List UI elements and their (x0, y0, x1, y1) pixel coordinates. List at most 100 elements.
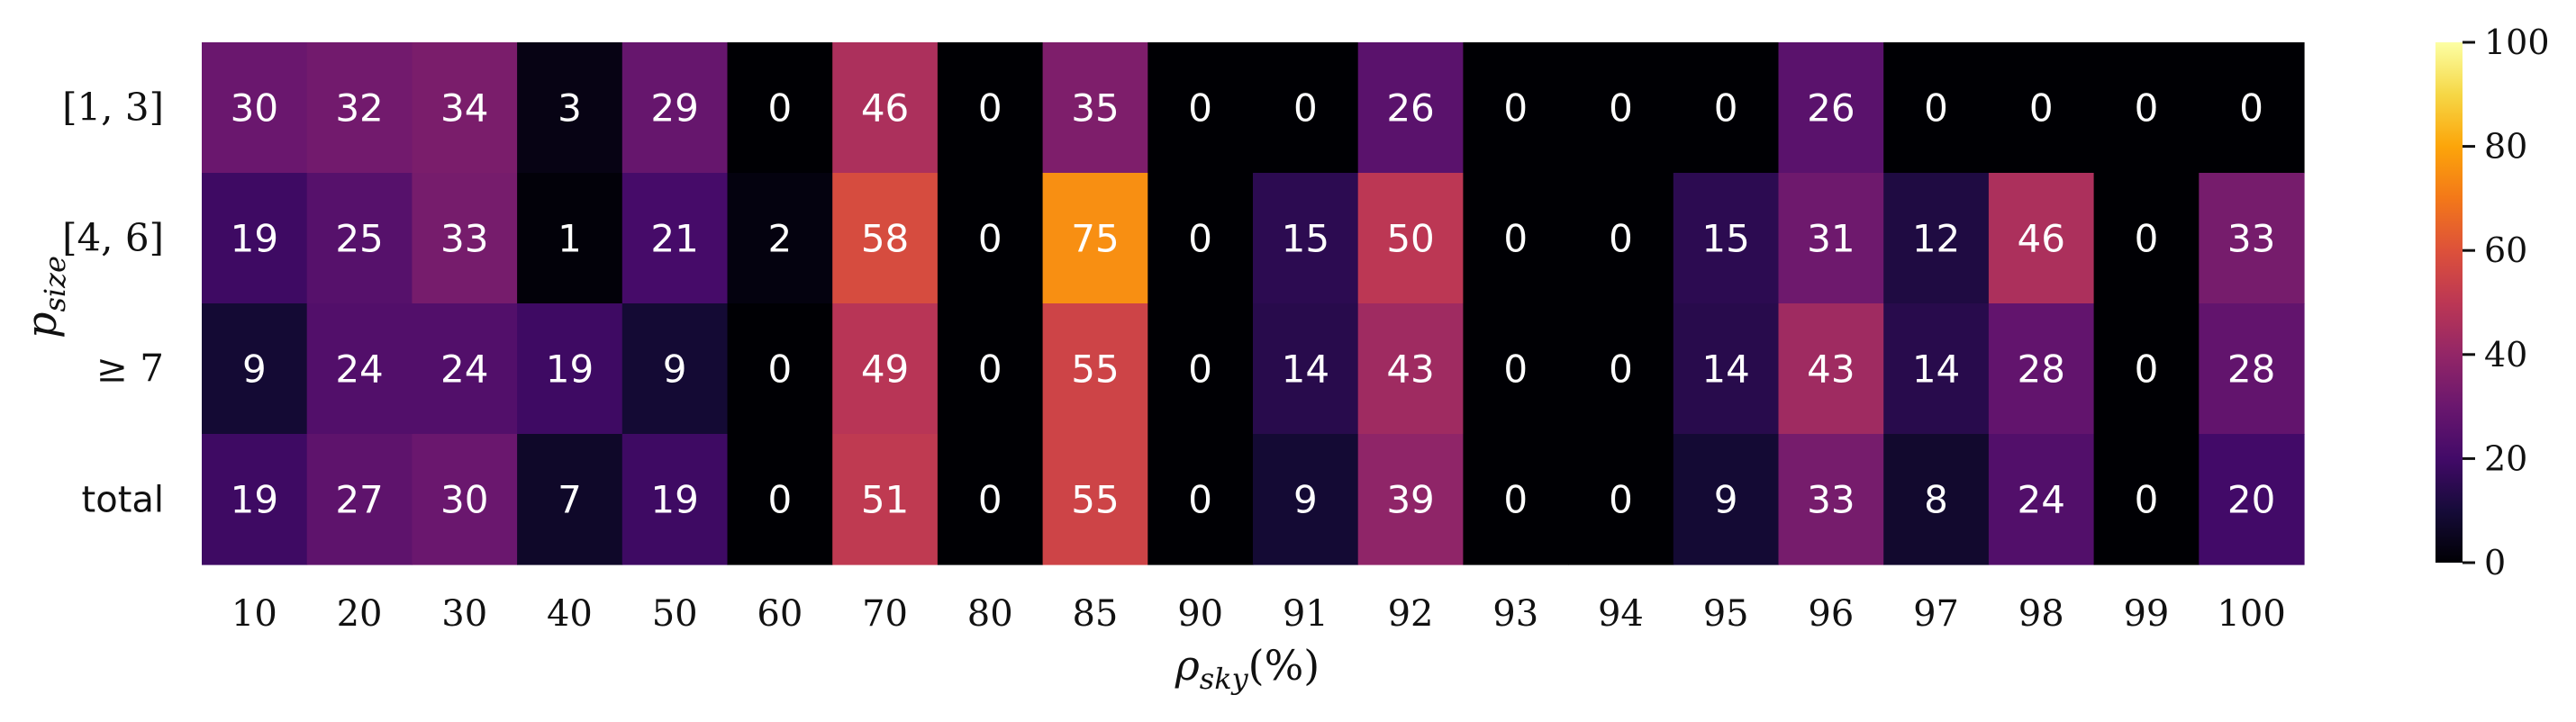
colorbar-ticks: 0 20 40 60 80 100 (2463, 23, 2550, 582)
heatmap-cell (1988, 303, 2095, 435)
x-tick-label: 96 (1808, 593, 1854, 635)
x-tick-label: 80 (967, 593, 1013, 635)
x-tick-label: 20 (337, 593, 383, 635)
heatmap-cell (727, 303, 833, 435)
cell-value-label: 20 (2227, 478, 2275, 522)
heatmap-cell-labels: 30 32 34 3 29 0 46 0 35 0 0 26 0 0 0 26 0 0 0 019 25 33 1 21 2 58… (231, 86, 2276, 522)
heatmap-cell (832, 42, 939, 174)
heatmap-cell (1988, 434, 2095, 565)
heatmap-cell (1042, 173, 1148, 304)
cell-value-label: 0 (767, 86, 792, 131)
colorbar-gradient (2435, 42, 2463, 563)
heatmap-cell (937, 434, 1044, 565)
cell-value-label: 50 (1386, 217, 1434, 261)
heatmap-cell (2199, 173, 2305, 304)
cell-value-label: 31 (1807, 217, 1855, 261)
colorbar-tick-label: 60 (2484, 230, 2527, 270)
heatmap-cell (306, 434, 413, 565)
cell-value-label: 24 (440, 347, 488, 392)
heatmap-cell (727, 434, 833, 565)
cell-value-label: 30 (440, 478, 488, 522)
heatmap-cell (1883, 434, 1990, 565)
x-tick-label: 100 (2217, 593, 2285, 635)
cell-value-label: 0 (1609, 347, 1633, 392)
cell-value-label: 25 (335, 217, 383, 261)
cell-value-label: 14 (1282, 347, 1329, 392)
heatmap-cell (202, 173, 308, 304)
heatmap-cell (412, 173, 518, 304)
y-axis-label: psize (17, 256, 72, 338)
cell-value-label: 2 (767, 217, 792, 261)
cell-value-label: 0 (1714, 86, 1738, 131)
cell-value-label: 33 (1807, 478, 1855, 522)
cell-value-label: 0 (2135, 86, 2159, 131)
cell-value-label: 24 (2018, 478, 2065, 522)
heatmap-cell (1357, 303, 1464, 435)
heatmap-cell (1883, 42, 1990, 174)
cell-value-label: 32 (335, 86, 383, 131)
cell-value-label: 21 (650, 217, 698, 261)
heatmap-cell (412, 434, 518, 565)
heatmap-cell (937, 42, 1044, 174)
cell-value-label: 9 (1293, 478, 1318, 522)
cell-value-label: 0 (1503, 347, 1528, 392)
cell-value-label: 55 (1071, 347, 1119, 392)
heatmap-cell (1673, 303, 1780, 435)
heatmap-cell (832, 434, 939, 565)
heatmap-cell (2093, 173, 2200, 304)
heatmap-cell (2199, 303, 2305, 435)
cell-value-label: 30 (231, 86, 278, 131)
cell-value-label: 0 (1188, 86, 1212, 131)
cell-value-label: 46 (861, 86, 909, 131)
heatmap-cell (727, 42, 833, 174)
cell-value-label: 9 (1714, 478, 1738, 522)
cell-value-label: 0 (767, 347, 792, 392)
x-tick-label: 93 (1492, 593, 1538, 635)
x-tick-label: 91 (1283, 593, 1329, 635)
heatmap-cell (621, 303, 729, 435)
cell-value-label: 9 (242, 347, 267, 392)
cell-value-label: 0 (1188, 347, 1212, 392)
heatmap-cell (1778, 303, 1884, 435)
x-tick-label: 97 (1913, 593, 1959, 635)
x-tick-label: 70 (862, 593, 908, 635)
cell-value-label: 0 (1503, 478, 1528, 522)
x-axis-label: ρsky(%) (1175, 641, 1320, 696)
heatmap-cell (202, 434, 308, 565)
cell-value-label: 0 (2135, 347, 2159, 392)
heatmap-cell (1778, 434, 1884, 565)
cell-value-label: 0 (1924, 86, 1948, 131)
heatmap-cell (412, 42, 518, 174)
heatmap-cell (937, 173, 1044, 304)
heatmap-cell (1778, 173, 1884, 304)
heatmap-cell (621, 434, 729, 565)
colorbar-tick-label: 40 (2484, 335, 2527, 375)
heatmap-cell (1883, 303, 1990, 435)
cell-value-label: 49 (861, 347, 909, 392)
heatmap-cell (306, 42, 413, 174)
x-tick-labels: 10 20 30 40 50 60 70 80 85 90 91 92 93 94 95 96 97 98 99 10… (231, 593, 2286, 635)
cell-value-label: 0 (767, 478, 792, 522)
cell-value-label: 46 (2018, 217, 2065, 261)
heatmap-cell (1357, 434, 1464, 565)
colorbar-tick-label: 0 (2484, 543, 2506, 582)
x-tick-label: 99 (2123, 593, 2169, 635)
cell-value-label: 34 (440, 86, 488, 131)
heatmap-cell (937, 303, 1044, 435)
heatmap-cell (1673, 42, 1780, 174)
y-tick-label: [1, 3] (62, 86, 164, 130)
heatmap-cell (1357, 173, 1464, 304)
cell-value-label: 0 (2135, 478, 2159, 522)
heatmap-cell (1463, 303, 1569, 435)
heatmap-cell (2199, 42, 2305, 174)
heatmap-cell (1147, 434, 1254, 565)
cell-value-label: 39 (1386, 478, 1434, 522)
cell-value-label: 28 (2227, 347, 2275, 392)
cell-value-label: 0 (1188, 478, 1212, 522)
heatmap-cell (2093, 434, 2200, 565)
heatmap-cell (1253, 42, 1359, 174)
heatmap-cell (1147, 173, 1254, 304)
heatmap-cell (202, 303, 308, 435)
heatmap-cell (1778, 42, 1884, 174)
